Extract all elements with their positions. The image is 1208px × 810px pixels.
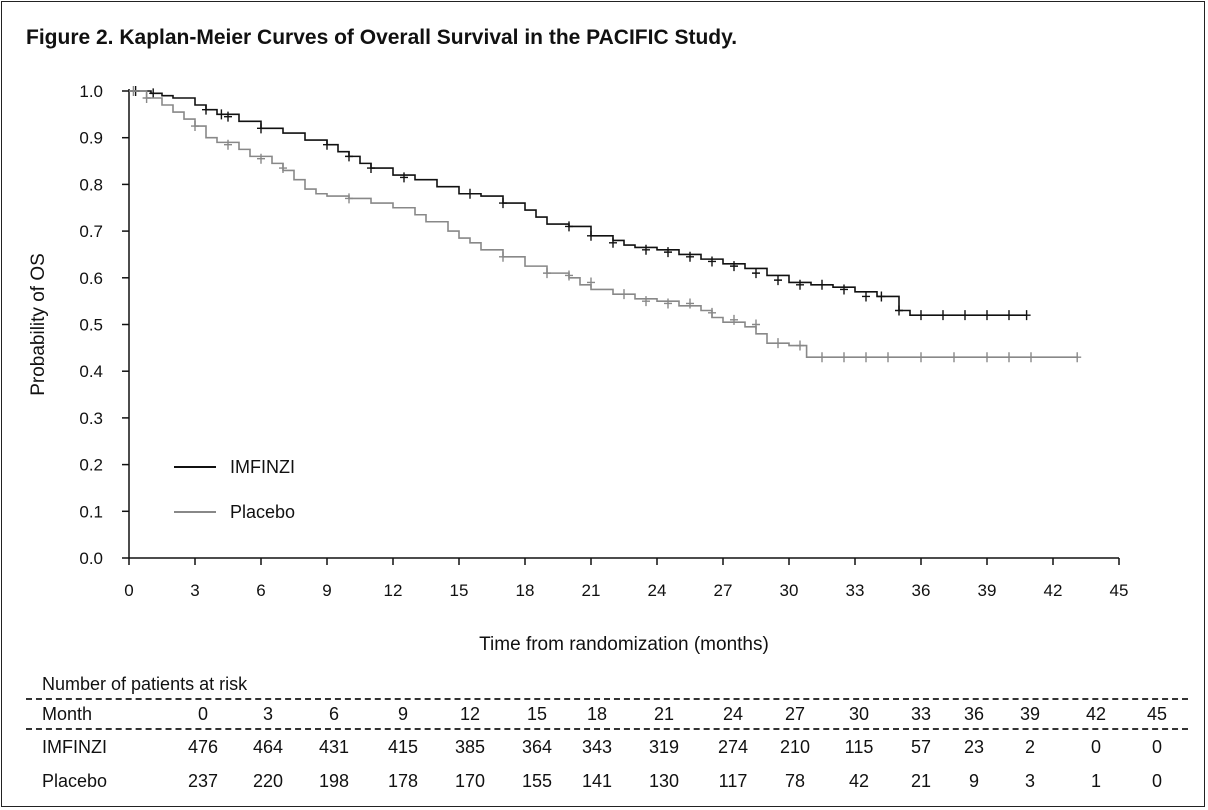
x-tick-label: 42 [1044,581,1063,600]
censor-mark-placebo [774,338,782,349]
censor-mark-placebo [752,319,760,330]
y-tick-label: 0.3 [79,409,103,428]
x-tick-label: 45 [1110,581,1129,600]
x-tick-label: 39 [978,581,997,600]
censor-mark-placebo [565,270,573,281]
censor-mark-imfinzi [149,88,158,99]
x-tick-label: 3 [190,581,199,600]
censor-mark-imfinzi [367,163,375,174]
censor-mark-imfinzi [774,275,782,286]
censor-mark-imfinzi [257,123,265,134]
censor-mark-imfinzi [862,291,870,302]
censor-mark-imfinzi [466,188,474,199]
censor-mark-imfinzi [961,310,969,321]
censor-mark-placebo [642,296,650,307]
y-tick-label: 0.2 [79,456,103,475]
x-tick-label: 6 [256,581,265,600]
censor-mark-placebo [543,268,551,279]
censor-mark-placebo [950,352,958,363]
censor-mark-placebo [818,352,826,363]
x-tick-label: 9 [322,581,331,600]
censor-mark-placebo [1027,352,1035,363]
censor-mark-placebo [191,121,199,132]
censor-mark-placebo [257,153,265,164]
censor-mark-imfinzi [217,109,226,120]
y-tick-label: 0.1 [79,502,103,521]
censor-mark-imfinzi [202,104,210,115]
censor-mark-placebo [499,251,507,262]
y-tick-label: 0.4 [79,362,103,381]
censor-mark-placebo [983,352,991,363]
censor-mark-imfinzi [939,310,947,321]
y-tick-label: 0.9 [79,129,103,148]
censor-mark-placebo [620,289,628,300]
censor-mark-imfinzi [565,221,573,232]
x-tick-label: 27 [714,581,733,600]
censor-mark-placebo [840,352,848,363]
x-tick-label: 0 [124,581,133,600]
figure-title: Figure 2. Kaplan-Meier Curves of Overall… [26,26,738,49]
censor-mark-imfinzi [840,284,848,295]
censor-mark-placebo [345,193,353,204]
y-tick-label: 1.0 [79,82,103,101]
x-tick-label: 36 [912,581,931,600]
x-axis-label: Time from randomization (months) [479,634,769,655]
censor-mark-placebo [279,163,287,174]
censor-mark-placebo [1073,352,1082,363]
censor-mark-imfinzi [818,279,826,290]
y-tick-label: 0.7 [79,222,103,241]
x-tick-label: 21 [582,581,601,600]
x-tick-label: 18 [516,581,535,600]
y-tick-label: 0.0 [79,549,103,568]
censor-mark-placebo [686,298,694,309]
censor-mark-imfinzi [323,139,331,150]
series-line-imfinzi [129,90,1027,316]
censor-mark-imfinzi [609,237,617,248]
censor-mark-placebo [917,352,925,363]
x-tick-label: 33 [846,581,865,600]
censor-mark-imfinzi [400,172,408,183]
censor-mark-placebo [142,93,151,104]
censor-mark-imfinzi [499,198,507,209]
censor-mark-placebo [1005,352,1013,363]
censor-mark-imfinzi [1005,310,1013,321]
y-tick-label: 0.5 [79,316,103,335]
legend-label-placebo: Placebo [230,502,295,522]
censor-mark-imfinzi [877,291,886,302]
series-line-placebo [129,90,1078,358]
censor-mark-imfinzi [345,151,353,162]
censor-mark-imfinzi [730,261,738,272]
censor-mark-placebo [796,340,804,351]
censor-mark-imfinzi [587,230,595,241]
censor-mark-imfinzi [642,244,650,255]
x-tick-label: 12 [384,581,403,600]
y-axis-label: Probability of OS [28,253,49,396]
censor-mark-placebo [730,314,738,325]
censor-mark-placebo [224,139,232,150]
y-tick-label: 0.6 [79,269,103,288]
censor-mark-imfinzi [895,305,903,316]
censor-mark-imfinzi [752,268,760,279]
censor-mark-imfinzi [686,251,694,262]
censor-mark-placebo [862,352,870,363]
censor-mark-imfinzi [1022,310,1031,321]
legend-label-imfinzi: IMFINZI [230,457,295,477]
censor-mark-imfinzi [224,111,232,122]
censor-mark-placebo [884,352,892,363]
censor-mark-placebo [708,307,716,318]
censor-mark-imfinzi [917,310,925,321]
censor-mark-imfinzi [796,279,804,290]
x-tick-label: 30 [780,581,799,600]
censor-mark-imfinzi [983,310,991,321]
censor-mark-placebo [587,277,595,288]
censor-mark-placebo [664,298,672,309]
censor-mark-placebo [129,86,138,96]
censor-mark-imfinzi [708,256,716,267]
x-tick-label: 15 [450,581,469,600]
y-tick-label: 0.8 [79,175,103,194]
x-tick-label: 24 [648,581,667,600]
censor-mark-imfinzi [664,247,672,258]
